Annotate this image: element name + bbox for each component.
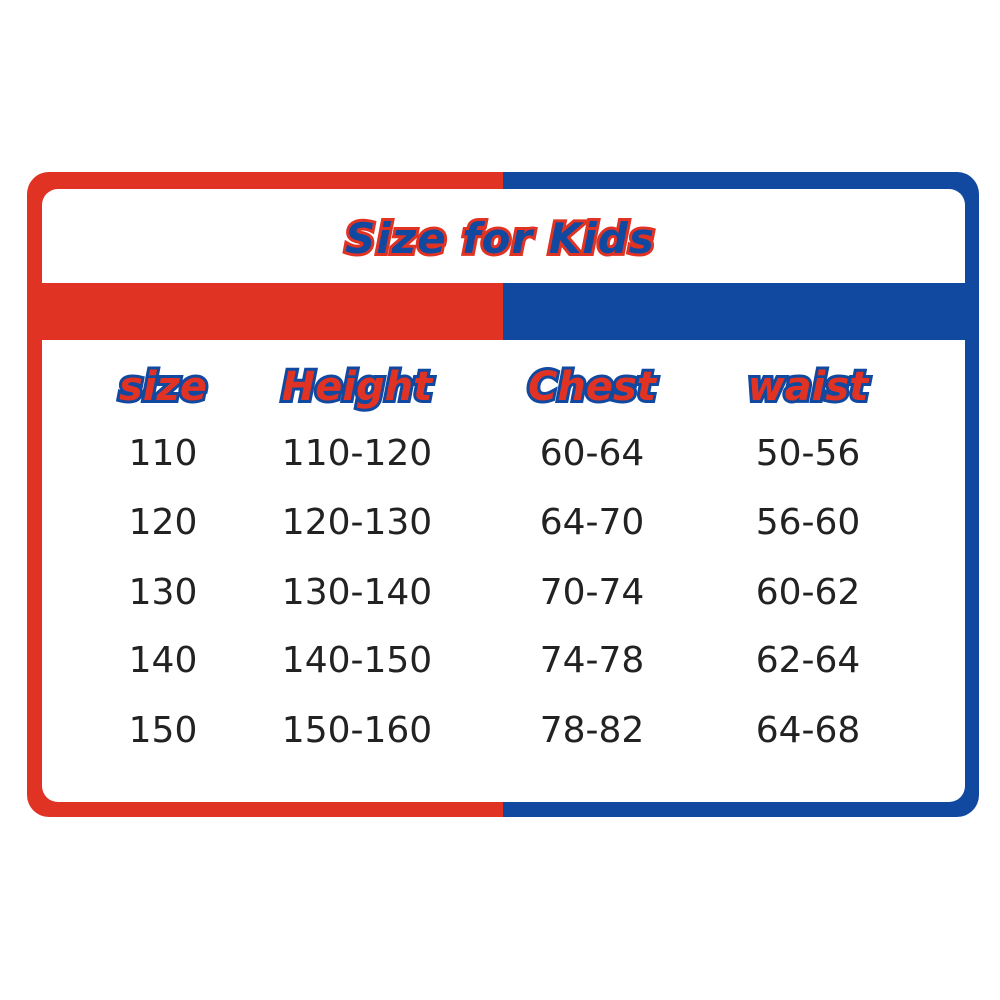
table-cell: 150-160 [281, 710, 433, 751]
column-header: waist [745, 361, 872, 413]
column-header: size [116, 361, 210, 413]
table-cell: 60-64 [539, 433, 645, 474]
table-cell: 74-78 [539, 640, 645, 681]
table-cell: 78-82 [539, 710, 645, 751]
table-cell: 140-150 [281, 640, 433, 681]
table-cell: 120-130 [281, 502, 433, 543]
table-cell: 130-140 [281, 572, 433, 613]
table-cell: 70-74 [539, 572, 645, 613]
table-cell: 130 [128, 572, 198, 613]
page-title: Size for Kids [342, 211, 657, 266]
table-cell: 64-70 [539, 502, 645, 543]
table-cell: 110-120 [281, 433, 433, 474]
table-cell: 62-64 [755, 640, 861, 681]
column-header: Chest [525, 361, 659, 413]
table-cell: 140 [128, 640, 198, 681]
table-cell: 60-62 [755, 572, 861, 613]
column-header: Height [279, 361, 436, 413]
table-cell: 120 [128, 502, 198, 543]
color-stripe [27, 283, 979, 340]
table-cell: 64-68 [755, 710, 861, 751]
table-cell: 56-60 [755, 502, 861, 543]
table-cell: 50-56 [755, 433, 861, 474]
table-cell: 150 [128, 710, 198, 751]
table-cell: 110 [128, 433, 198, 474]
